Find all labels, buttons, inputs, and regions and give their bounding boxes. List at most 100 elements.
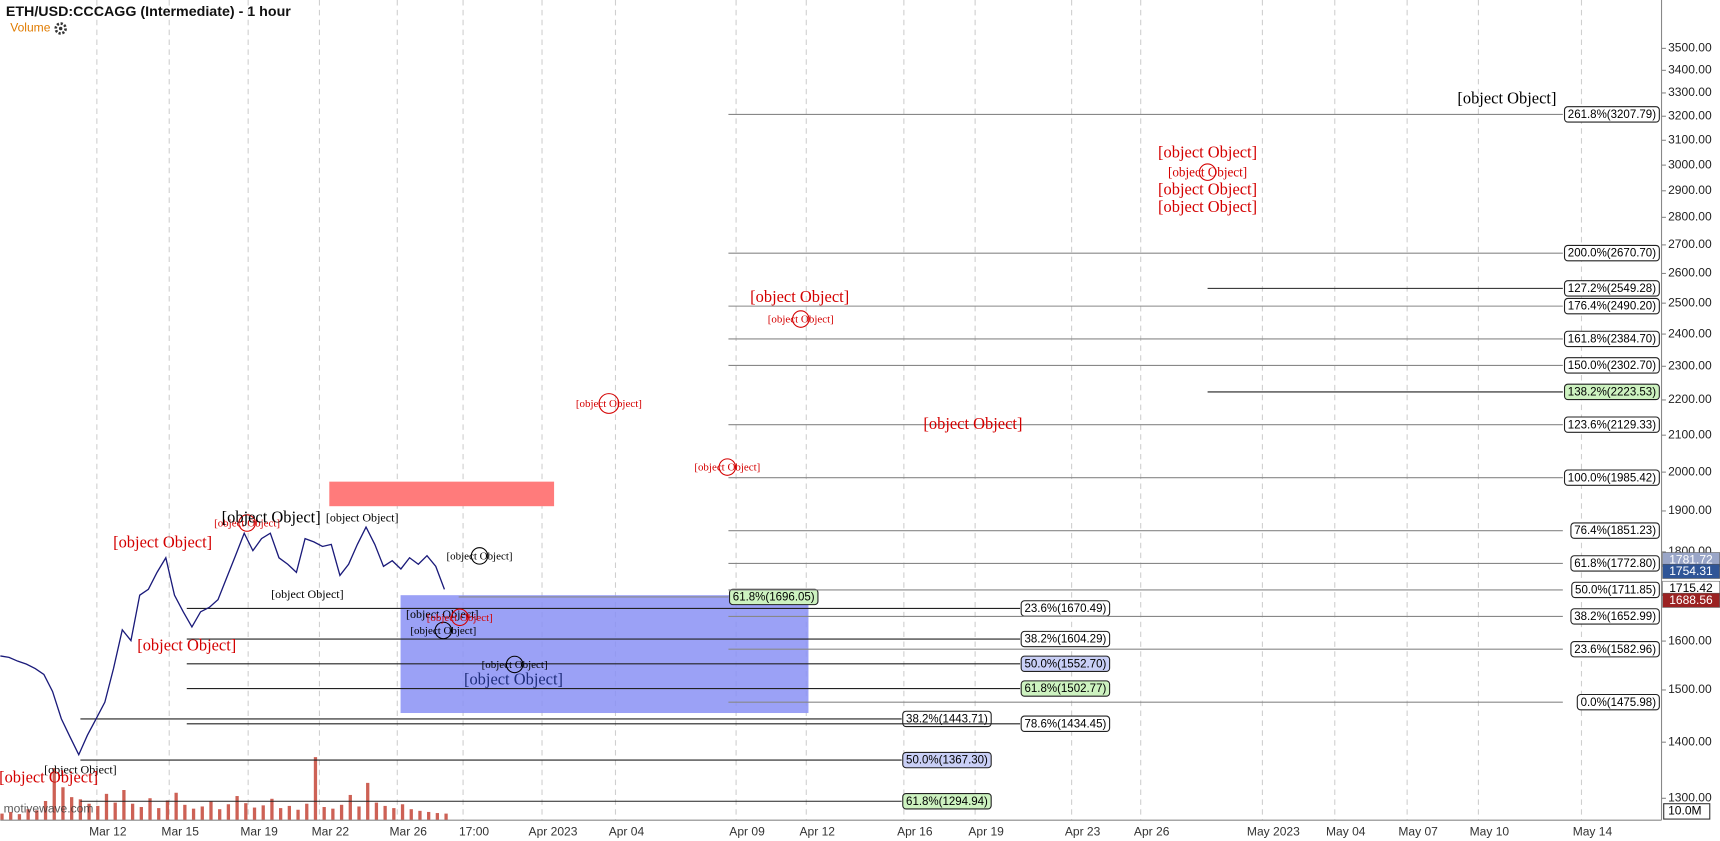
volume-bar (287, 805, 291, 821)
fib-label-box (1563, 383, 1660, 401)
volume-bar (87, 803, 91, 821)
volume-bar (139, 807, 143, 821)
zone (400, 595, 809, 714)
fib-label: 0.0%(1475.98) (1581, 697, 1657, 709)
wave-label: [object Object] (447, 551, 513, 563)
y-tick-label: 3400.00 (1668, 63, 1712, 77)
volume-bar (252, 807, 257, 821)
y-tick-label: 2600.00 (1668, 266, 1712, 280)
wave-circle (792, 310, 810, 328)
volume-bar (96, 805, 100, 821)
fib-label: 138.2%(2223.53) (1568, 386, 1656, 398)
wave-label: [object Object] (750, 287, 849, 306)
x-tick-label: Mar 12 (89, 824, 127, 838)
volume-bar (148, 798, 152, 821)
settings-icon[interactable] (54, 22, 67, 35)
volume-bar (70, 797, 74, 821)
fib-label: 61.8%(1294.94) (906, 796, 988, 808)
zones (329, 481, 809, 714)
volume-bar (296, 809, 300, 821)
price-tag-label: 1715.42 (1669, 581, 1713, 595)
volume-bar (209, 801, 213, 821)
wave-label: [object Object] (1457, 89, 1556, 108)
fib-label: 200.0%(2670.70) (1568, 248, 1656, 260)
volume-bar (278, 808, 283, 821)
fib-label-box (902, 710, 992, 728)
fib-label-box (1571, 581, 1660, 599)
wave-label: [object Object] (482, 659, 548, 671)
fib-label: 50.0%(1552.70) (1024, 658, 1106, 670)
y-tick-label: 2800.00 (1668, 210, 1712, 224)
fib-label-box (1570, 608, 1660, 625)
fib-label-box (1563, 469, 1660, 486)
y-tick-label: 3200.00 (1668, 108, 1712, 122)
volume-bar (444, 813, 448, 821)
x-tick-label: Apr 23 (1065, 824, 1101, 838)
fib-label: 161.8%(2384.70) (1568, 334, 1656, 346)
fib-label-box (1020, 630, 1111, 648)
volume-bar (61, 787, 65, 821)
volume-bar (218, 809, 222, 821)
wave-label: [object Object] (1158, 142, 1257, 161)
x-tick-label: Apr 12 (799, 824, 835, 838)
price (0, 525, 446, 757)
volume-bar (400, 804, 405, 821)
volume-bar (348, 794, 352, 821)
volume-bar (322, 807, 326, 821)
wave-label: [object Object] (113, 533, 212, 552)
fib-label: 123.6%(2129.33) (1568, 419, 1656, 431)
volume-bar (226, 804, 231, 821)
volume-tick-label: 10.0M (1668, 804, 1701, 818)
fib-label-box (1576, 693, 1660, 711)
wave-label: [object Object] (222, 507, 321, 526)
wave-label: [object Object] (137, 636, 236, 655)
fib-label-box (1020, 655, 1111, 673)
wave-circle (470, 547, 489, 565)
volume (0, 757, 448, 821)
price-tag-label: 1688.56 (1669, 593, 1713, 607)
wave-circle (505, 655, 524, 674)
volume-bar (313, 757, 318, 821)
wave-circle (451, 608, 469, 627)
price-line (0, 525, 446, 757)
fib-label: 76.4%(1851.23) (1574, 525, 1656, 537)
fib-label-box (1563, 280, 1660, 297)
fib-label-box (1563, 357, 1660, 374)
x-tick-label: Mar 15 (161, 824, 199, 838)
x-tick-label: Apr 2023 (529, 824, 578, 838)
y-tick-label: 3100.00 (1668, 132, 1712, 146)
y-tick-label: 1500.00 (1668, 682, 1712, 696)
volume-bar (305, 803, 309, 821)
fib-label: 150.0%(2302.70) (1568, 360, 1656, 372)
wave-label: [object Object] (576, 398, 642, 410)
wave-label: [object Object] (1158, 197, 1257, 216)
wave-circle (718, 458, 737, 476)
wave-label: [object Object] (464, 670, 563, 689)
fib-label: 61.8%(1502.77) (1024, 683, 1106, 695)
fib-label-box (1563, 244, 1660, 262)
fib-label-box (1563, 297, 1660, 315)
x-tick-label: May 04 (1326, 824, 1366, 838)
y-tick-label: 3000.00 (1668, 157, 1712, 171)
fib-label-box (902, 793, 992, 810)
volume-bar (191, 808, 196, 821)
volume-bar (357, 806, 361, 821)
fib-label: 23.6%(1582.96) (1574, 644, 1656, 656)
volume-bar (113, 802, 117, 821)
y-tick-label: 2000.00 (1668, 464, 1712, 478)
volume-bar (130, 803, 135, 821)
volume-bar (427, 811, 431, 821)
volume-bar (235, 796, 239, 821)
axes: Mar 12 Mar 15 Mar 19 Mar 22 Mar 26 17:00 Apr 2… (89, 41, 1720, 838)
x-tick-label: May 10 (1470, 824, 1510, 838)
fib-label: 61.8%(1696.05) (733, 592, 815, 604)
wave-label: [object Object] (326, 510, 399, 524)
wave-labels: [object Object][object Object][object Ob… (0, 89, 1556, 787)
x-tick-label: Mar 22 (312, 824, 350, 838)
volume-bar (409, 809, 413, 821)
zone (329, 481, 555, 507)
x-tick-label: May 07 (1398, 824, 1438, 838)
y-tick-label: 1600.00 (1668, 633, 1712, 647)
price-tag-label: 1754.31 (1669, 564, 1713, 578)
